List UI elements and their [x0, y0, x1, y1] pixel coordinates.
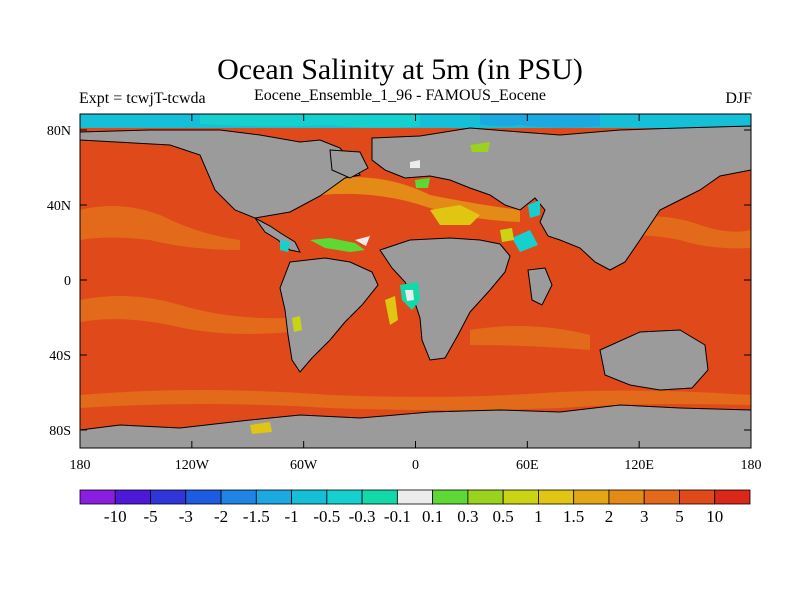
colorbar-label: -3 — [179, 507, 193, 526]
eurasia-land — [371, 125, 751, 271]
x-tick-label: 60W — [290, 458, 318, 473]
y-tick-label: 80N — [47, 124, 71, 139]
anomaly-patch — [280, 240, 290, 252]
anomaly-patch — [410, 160, 420, 168]
colorbar-swatch — [538, 489, 575, 505]
arctic-patch — [200, 114, 420, 128]
land-masses — [80, 125, 751, 448]
ensemble-label: Eocene_Ensemble_1_96 - FAMOUS_Eocene — [253, 87, 547, 104]
experiment-label: Expt = tcwjT-tcwda — [79, 90, 206, 107]
anomaly-patch — [250, 422, 272, 434]
colorbar-label: 5 — [675, 507, 684, 526]
colorbar-label: 0.1 — [422, 507, 443, 526]
colorbar-label: 1.5 — [563, 507, 584, 526]
colorbar-label: -0.3 — [349, 507, 376, 526]
south-america-land — [279, 257, 379, 373]
anomaly-patch — [292, 316, 302, 332]
anomaly-patch — [470, 142, 490, 152]
colorbar-swatch — [467, 489, 504, 505]
anomaly-patch — [512, 230, 538, 252]
colorbar-label: -1.5 — [243, 507, 270, 526]
anomaly-patch — [430, 205, 480, 225]
colorbar-label: 2 — [605, 507, 614, 526]
y-tick-label: 40N — [47, 199, 71, 214]
north-america-land — [80, 129, 361, 219]
colorbar-swatch — [643, 489, 680, 505]
x-tick-label: 180 — [70, 458, 91, 473]
x-tick-label: 120E — [624, 458, 654, 473]
colorbar-swatch — [326, 489, 363, 505]
y-tick-label: 80S — [49, 424, 71, 439]
ocean-band — [470, 326, 590, 350]
colorbar: -10 -5 -3 -2 -1.5 -1 -0.5 -0.3 -0.1 0.1 0.3 0.5 1 1.5… — [79, 489, 751, 526]
colorbar-label: -0.1 — [384, 507, 411, 526]
anomaly-patch — [310, 238, 365, 252]
x-tick-label: 180 — [741, 458, 762, 473]
colorbar-label: -1 — [284, 507, 298, 526]
map-axes: 180 120W 60W 0 60E 120E 180 80N 40N 0 40S 80S — [47, 114, 762, 473]
colorbar-label: 0.3 — [457, 507, 478, 526]
ocean-band — [80, 390, 751, 410]
colorbar-swatch — [114, 489, 151, 505]
anomaly-patch — [415, 178, 430, 188]
colorbar-swatch — [679, 489, 716, 505]
colorbar-swatch — [185, 489, 222, 505]
colorbar-label: -10 — [104, 507, 127, 526]
map-field — [80, 114, 751, 448]
colorbar-label: 3 — [640, 507, 649, 526]
colorbar-label: -2 — [214, 507, 228, 526]
colorbar-label: 10 — [706, 507, 723, 526]
india-land — [527, 267, 553, 306]
colorbar-swatch — [150, 489, 187, 505]
y-tick-label: 0 — [64, 274, 71, 289]
colorbar-swatch — [432, 489, 469, 505]
colorbar-swatch — [220, 489, 257, 505]
colorbar-label: 0.5 — [493, 507, 514, 526]
colorbar-swatch — [79, 489, 116, 505]
colorbar-swatch — [291, 489, 328, 505]
anomaly-patch — [528, 200, 540, 218]
plot-title: Ocean Salinity at 5m (in PSU) — [217, 53, 583, 86]
y-tick-label: 40S — [49, 349, 71, 364]
anomaly-patch — [355, 236, 370, 246]
antarctica-land — [80, 404, 751, 448]
anomaly-patch — [500, 228, 514, 242]
colorbar-swatch — [361, 489, 398, 505]
colorbar-label: -5 — [143, 507, 157, 526]
colorbar-swatch — [608, 489, 645, 505]
season-label: DJF — [725, 90, 752, 107]
anomaly-patch — [385, 296, 398, 325]
colorbar-label: 1 — [534, 507, 543, 526]
ocean-band — [80, 296, 290, 334]
x-tick-label: 120W — [175, 458, 210, 473]
colorbar-swatch — [502, 489, 539, 505]
australia-land — [599, 329, 709, 391]
ocean-band — [80, 206, 240, 250]
colorbar-swatch — [396, 489, 434, 505]
colorbar-swatch — [255, 489, 292, 505]
anomaly-patch — [405, 290, 414, 301]
x-tick-label: 60E — [516, 458, 539, 473]
greenland-land — [329, 149, 369, 179]
colorbar-swatch — [573, 489, 610, 505]
colorbar-label: -0.5 — [313, 507, 340, 526]
x-tick-label: 0 — [412, 458, 419, 473]
colorbar-swatch — [714, 489, 751, 505]
arctic-patch — [480, 114, 600, 128]
